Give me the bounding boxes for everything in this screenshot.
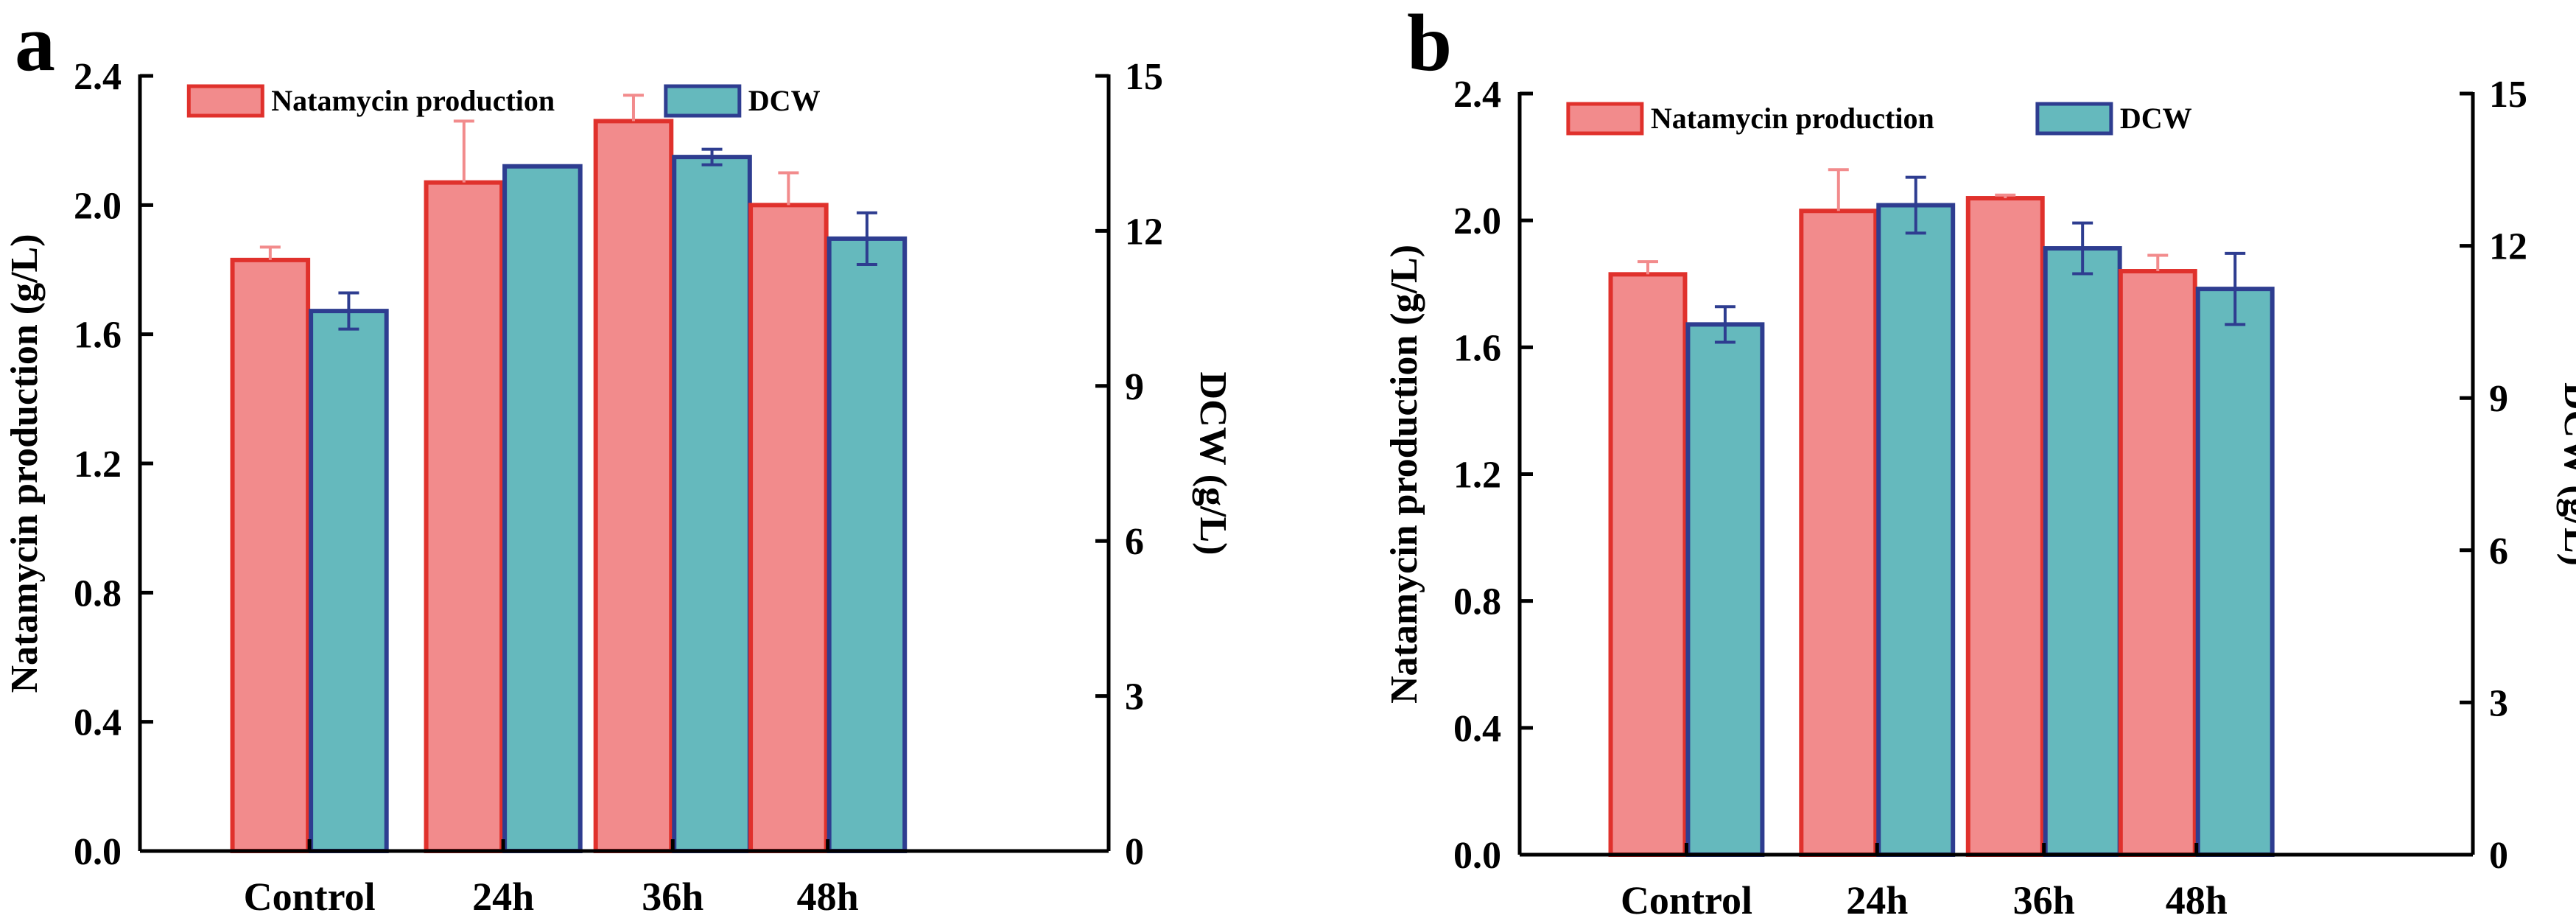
left-tick-label: 2.4 — [74, 56, 122, 98]
dcw-bar-36h — [672, 155, 752, 854]
left-tick-label: 0.4 — [74, 702, 122, 744]
natamycin-bar-36h — [1965, 196, 2045, 858]
x-tick-label: 36h — [2013, 878, 2075, 921]
natamycin-bar-24h — [424, 180, 505, 853]
x-tick-label: 48h — [797, 875, 859, 919]
right-tick-label: 0 — [2489, 835, 2508, 877]
panel-letter: a — [15, 0, 55, 88]
panel-b: b Control 24h 36h 48h 0.0 0.4 0.8 1.2 1.6 2.0 2.4 0 3… — [1383, 0, 2576, 921]
legend-label-dcw: DCW — [2120, 102, 2192, 135]
right-tick-label: 12 — [1125, 211, 1163, 253]
left-tick-label: 2.0 — [1453, 200, 1501, 242]
dcw-bar-48h — [827, 236, 908, 854]
right-tick-label: 6 — [1125, 521, 1144, 563]
left-tick-label: 0.8 — [1453, 581, 1501, 623]
dcw-bar-48h — [2195, 287, 2275, 857]
y-axis-title: Natamycin production (g/L) — [4, 234, 46, 693]
left-tick-label: 1.2 — [74, 444, 122, 486]
left-tick-label: 0.0 — [1453, 835, 1501, 877]
left-tick-label: 0.4 — [1453, 708, 1501, 750]
dcw-bar-24h — [502, 164, 583, 853]
legend-swatch-natamycin — [186, 84, 264, 118]
dcw-bar-24h — [1876, 203, 1956, 857]
left-tick-label: 2.0 — [74, 185, 122, 227]
natamycin-bar-24h — [1799, 209, 1878, 858]
right-tick-label: 12 — [2489, 226, 2527, 268]
x-tick-label: Control — [1621, 878, 1752, 921]
left-tick-label: 0.8 — [74, 572, 122, 614]
left-tick-label: 2.4 — [1453, 74, 1501, 116]
natamycin-bar-48h — [748, 203, 829, 854]
legend-swatch-natamycin — [1566, 102, 1644, 136]
right-tick-label: 6 — [2489, 530, 2508, 572]
legend-label-dcw: DCW — [748, 84, 821, 117]
right-tick-label: 9 — [2489, 378, 2508, 420]
legend-label-natamycin: Natamycin production — [271, 84, 555, 117]
right-tick-label: 9 — [1125, 366, 1144, 408]
left-tick-label: 1.2 — [1453, 455, 1501, 497]
dcw-bar-36h — [2043, 246, 2122, 857]
natamycin-bar-control — [1608, 272, 1688, 857]
x-tick-label: 48h — [2166, 878, 2228, 921]
y-axis-title-right: DCW (g/L) — [1192, 372, 1234, 556]
x-tick-label: 36h — [642, 875, 703, 919]
panel-a: a Control 24h 36h 48h 0.0 0.4 0.8 1.2 1.6 2.0 2.4 0 3… — [4, 0, 1234, 919]
right-tick-label: 15 — [2489, 74, 2527, 116]
panel-letter: b — [1407, 0, 1452, 88]
left-tick-label: 1.6 — [74, 315, 122, 357]
dcw-bar-control — [1685, 322, 1765, 857]
y-axis-title-right: DCW (g/L) — [2556, 382, 2576, 566]
right-tick-label: 3 — [2489, 682, 2508, 724]
legend-label-natamycin: Natamycin production — [1651, 102, 1934, 135]
x-tick-label: 24h — [472, 875, 534, 919]
legend-swatch-dcw — [664, 84, 742, 118]
left-tick-label: 1.6 — [1453, 327, 1501, 369]
left-tick-label: 0.0 — [74, 831, 122, 873]
right-tick-label: 3 — [1125, 676, 1144, 718]
natamycin-bar-36h — [593, 119, 674, 854]
dcw-bar-control — [309, 309, 389, 853]
x-tick-label: Control — [244, 875, 376, 919]
y-axis-title: Natamycin production (g/L) — [1383, 245, 1425, 704]
x-tick-label: 24h — [1846, 878, 1908, 921]
legend-swatch-dcw — [2035, 102, 2113, 136]
right-tick-label: 15 — [1125, 56, 1163, 98]
right-tick-label: 0 — [1125, 831, 1144, 873]
natamycin-bar-48h — [2118, 269, 2197, 857]
natamycin-bar-control — [230, 257, 311, 854]
